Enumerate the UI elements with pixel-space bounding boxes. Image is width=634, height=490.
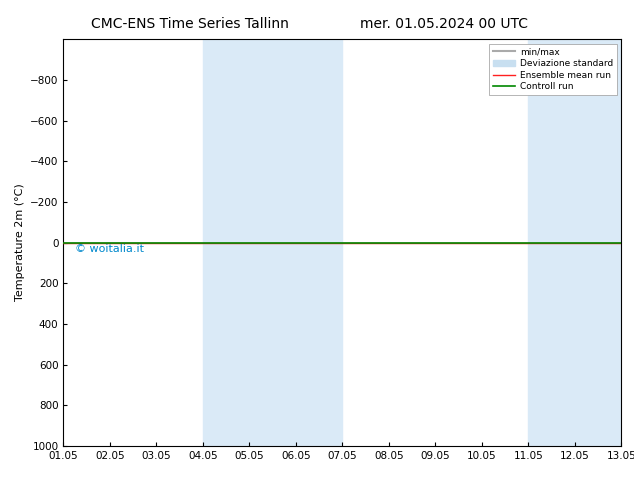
Legend: min/max, Deviazione standard, Ensemble mean run, Controll run: min/max, Deviazione standard, Ensemble m… xyxy=(489,44,617,95)
Bar xyxy=(528,39,634,446)
Text: © woitalia.it: © woitalia.it xyxy=(75,244,143,254)
Y-axis label: Temperature 2m (°C): Temperature 2m (°C) xyxy=(15,184,25,301)
Text: mer. 01.05.2024 00 UTC: mer. 01.05.2024 00 UTC xyxy=(360,17,527,31)
Text: CMC-ENS Time Series Tallinn: CMC-ENS Time Series Tallinn xyxy=(91,17,289,31)
Bar xyxy=(203,39,342,446)
